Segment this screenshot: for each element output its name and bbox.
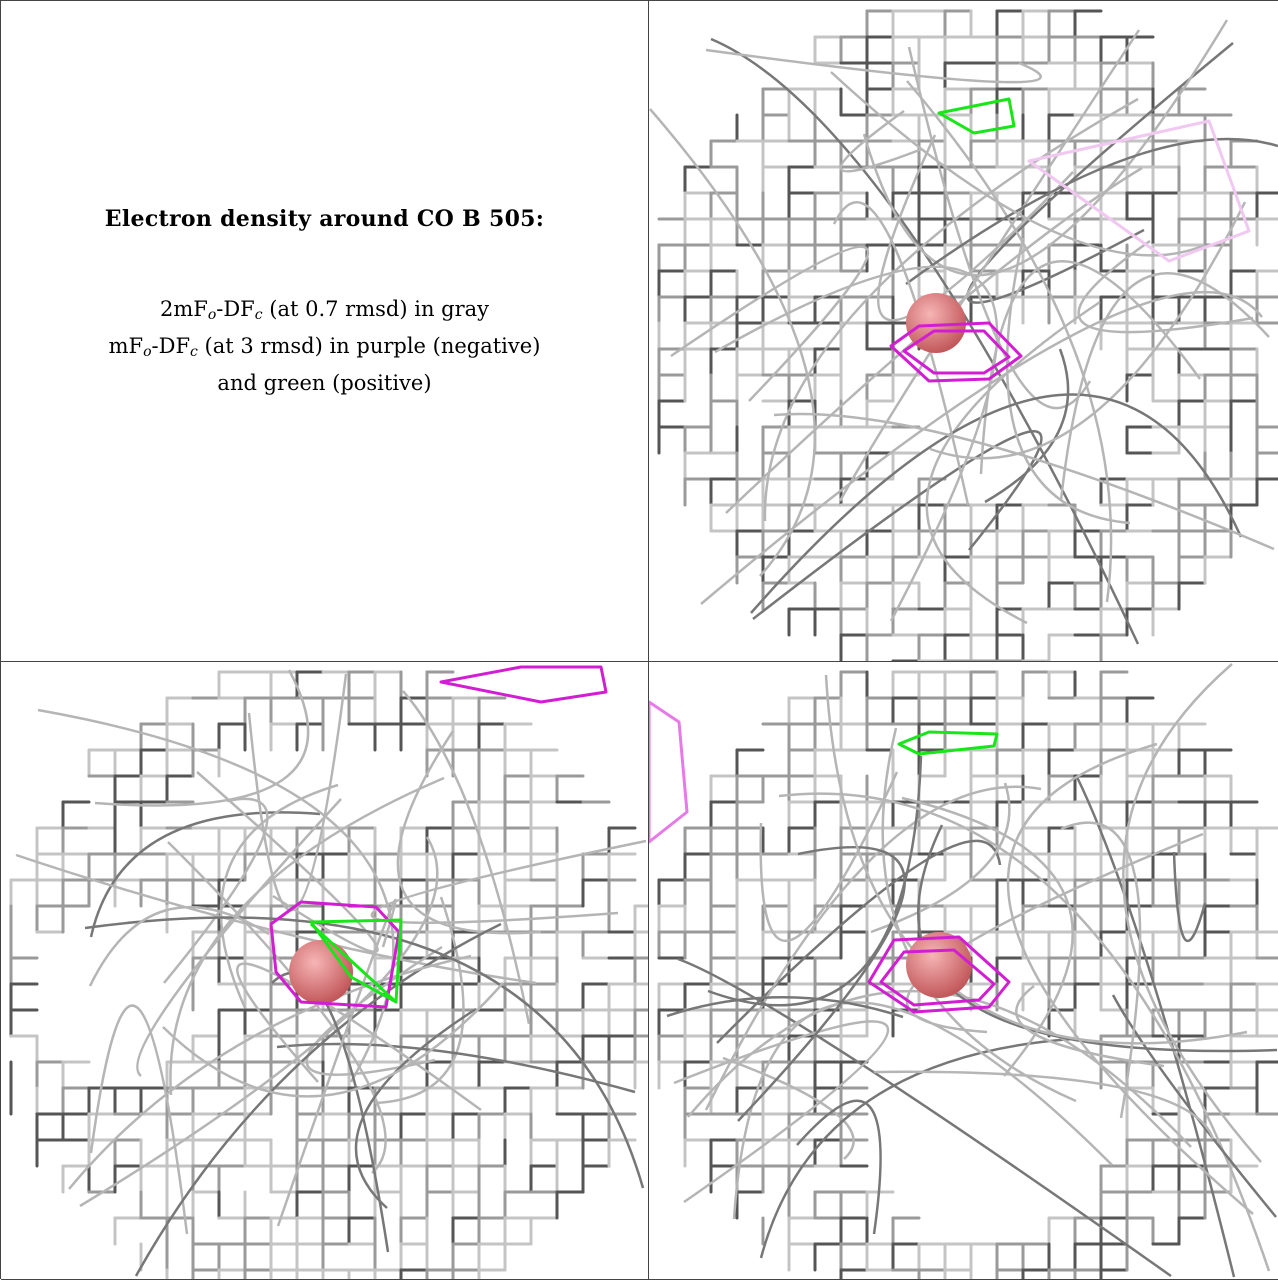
caption-legend: 2mFo-DFc (at 0.7 rmsd) in gray mFo-DFc (…	[109, 294, 541, 399]
legend-line-gray: 2mFo-DFc (at 0.7 rmsd) in gray	[159, 297, 490, 323]
view-top-right	[649, 1, 1278, 662]
negative-density-cage-inner	[902, 329, 1011, 375]
legend-line-green: and green (positive)	[217, 371, 432, 395]
caption-panel: Electron density around CO B 505: 2mFo-D…	[1, 1, 649, 662]
caption-title: Electron density around CO B 505:	[104, 206, 545, 232]
negative-density-cage	[867, 935, 1011, 1014]
negative-density-cage-inner	[879, 948, 996, 1007]
negative-density-cage	[889, 321, 1023, 383]
density-mesh-view-3	[649, 663, 1278, 1279]
view-bottom-left	[1, 662, 649, 1280]
positive-density-cage	[937, 97, 1016, 135]
co-atom-sphere	[906, 932, 972, 998]
positive-density-cage	[897, 730, 999, 756]
positive-density-edge	[309, 922, 398, 1004]
density-mesh-view-2	[9, 665, 648, 1279]
gray-density-mesh	[657, 663, 1278, 1279]
negative-density-cage-top	[439, 665, 608, 704]
co-atom-sphere	[289, 940, 353, 1004]
gray-density-mesh	[649, 9, 1278, 661]
faint-negative-cage	[1027, 119, 1251, 263]
legend-line-purple: mFo-DFc (at 3 rmsd) in purple (negative)	[108, 334, 541, 360]
negative-density-cage	[269, 900, 401, 1009]
view-bottom-right	[649, 662, 1278, 1280]
density-mesh-view-1	[649, 9, 1278, 661]
negative-density-cage-side	[649, 700, 689, 844]
